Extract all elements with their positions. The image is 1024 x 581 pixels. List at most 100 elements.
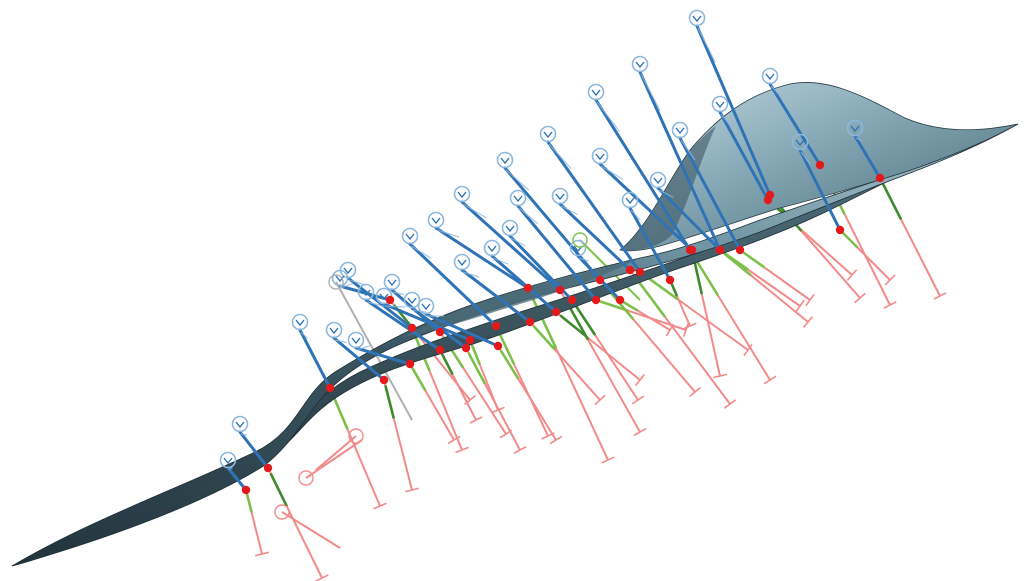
needle-end-tick <box>373 502 387 510</box>
mid-needle <box>245 492 253 513</box>
needle-highlight <box>770 85 783 99</box>
probe-head-ring <box>483 239 501 257</box>
needle-end-tick <box>763 375 777 385</box>
hit-marker <box>325 383 335 393</box>
needle-highlight <box>680 139 696 161</box>
probe-head-mark <box>850 125 860 133</box>
probe-head-ring <box>509 189 527 207</box>
needle-end-tick <box>795 299 805 313</box>
probe-head-mark <box>555 193 565 201</box>
probe-head-ring <box>453 185 471 203</box>
mid-needle <box>574 304 597 336</box>
upper-needle <box>656 186 722 252</box>
probe-head-ring <box>496 151 514 169</box>
needle-end-tick <box>712 373 728 379</box>
upper-needle <box>238 430 270 470</box>
mid-needle <box>742 251 766 269</box>
mid-needle <box>559 314 587 337</box>
needle-highlight <box>228 467 233 471</box>
hit-marker <box>735 245 745 255</box>
probe-head-mark <box>625 197 635 205</box>
mid-needle <box>470 343 482 365</box>
hit-marker <box>875 173 885 183</box>
needle-end-tick <box>846 269 858 281</box>
needle-end-tick <box>549 435 563 445</box>
probe-head-ring <box>231 415 249 433</box>
probe-head-mark <box>343 267 353 275</box>
needle-highlight <box>640 73 661 111</box>
hit-marker <box>263 463 273 473</box>
hit-marker <box>615 295 625 305</box>
probe-head-mark <box>223 457 233 465</box>
hit-marker <box>461 343 471 353</box>
mid-needle <box>600 300 628 312</box>
probe-head-ring <box>401 227 419 245</box>
probe-head-mark <box>421 303 431 311</box>
needle-end-tick <box>743 343 753 357</box>
hit-marker <box>551 307 561 317</box>
probe-head-mark <box>295 319 305 327</box>
context-head-ring <box>572 232 588 248</box>
probe-head-mark <box>653 177 663 185</box>
hit-marker <box>567 295 577 305</box>
needle-end-tick <box>683 323 689 337</box>
probe-head-ring <box>383 273 401 291</box>
upper-needle <box>460 268 532 324</box>
needle-highlight <box>240 433 248 436</box>
probe-head-mark <box>457 259 467 267</box>
probe-head-mark <box>692 15 702 23</box>
probe-head-mark <box>795 139 805 147</box>
mid-needle <box>881 183 903 220</box>
upper-needle <box>853 134 882 180</box>
upper-needle <box>354 346 412 366</box>
mid-needle <box>467 352 487 385</box>
probe-head-mark <box>635 61 645 69</box>
probe-head-mark <box>379 293 389 301</box>
needle-end-tick <box>601 456 615 464</box>
probe-head-ring <box>587 83 605 101</box>
mid-needle <box>440 352 454 376</box>
probe-head-mark <box>387 279 397 287</box>
surface-fold <box>400 258 640 338</box>
upper-probe-segments <box>226 24 882 492</box>
hit-marker <box>407 323 417 333</box>
probe-head-ring <box>711 95 729 113</box>
hit-marker <box>635 267 645 277</box>
needle-end-tick <box>631 395 645 405</box>
probe-head-mark <box>351 337 361 345</box>
probe-head-mark <box>335 275 345 283</box>
hit-marker <box>687 245 697 255</box>
probe-head-ring <box>427 211 445 229</box>
upper-needle <box>628 206 672 282</box>
mid-needle <box>384 385 396 419</box>
probe-head-ring <box>339 261 357 279</box>
mid-needle <box>499 350 520 380</box>
probe-head-ring <box>591 147 609 165</box>
probe-head-mark <box>591 89 601 97</box>
upper-needle <box>298 328 332 390</box>
mid-needle <box>644 274 679 301</box>
probe-head-ring <box>501 219 519 237</box>
upper-needle <box>490 254 558 314</box>
probe-head-ring <box>539 125 557 143</box>
context-head-ring <box>328 274 344 290</box>
needle-end-tick <box>884 274 896 286</box>
upper-needle <box>424 312 500 348</box>
needle-highlight <box>462 203 487 219</box>
needle-end-tick <box>469 416 483 424</box>
needle-highlight <box>412 309 426 313</box>
needle-highlight <box>630 209 641 221</box>
probe-head-ring <box>417 297 435 315</box>
needle-highlight <box>410 245 432 260</box>
needle-highlight <box>720 113 733 129</box>
probe-head-ring <box>761 67 779 85</box>
hit-marker <box>715 245 725 255</box>
probe-head-ring <box>347 331 365 349</box>
needle-highlight <box>800 151 811 165</box>
needle-highlight <box>697 27 716 63</box>
probe-head-mark <box>505 225 515 233</box>
hit-marker <box>625 265 635 275</box>
hit-marker <box>379 375 389 385</box>
